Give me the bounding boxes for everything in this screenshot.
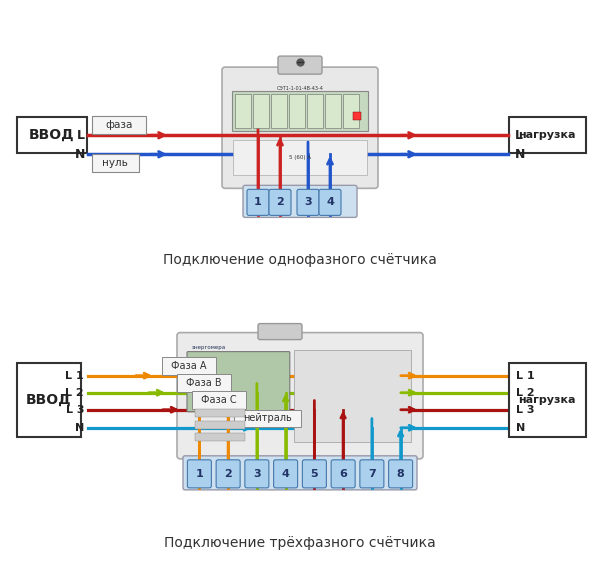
Text: 8: 8 bbox=[397, 469, 404, 479]
Text: ВВОД: ВВОД bbox=[26, 393, 72, 407]
Text: нагрузка: нагрузка bbox=[518, 395, 576, 404]
Text: фаза: фаза bbox=[106, 120, 133, 130]
Bar bbox=[233, 140, 367, 175]
Text: 2: 2 bbox=[224, 469, 232, 479]
FancyBboxPatch shape bbox=[302, 460, 326, 488]
Text: N: N bbox=[75, 423, 84, 433]
FancyBboxPatch shape bbox=[192, 390, 246, 409]
Bar bbox=[195, 433, 245, 441]
FancyBboxPatch shape bbox=[92, 116, 146, 134]
Bar bbox=[253, 94, 269, 128]
FancyBboxPatch shape bbox=[234, 410, 301, 427]
FancyBboxPatch shape bbox=[360, 460, 384, 488]
FancyBboxPatch shape bbox=[294, 350, 412, 442]
Text: нагрузка: нагрузка bbox=[518, 130, 576, 140]
FancyBboxPatch shape bbox=[222, 67, 378, 188]
Text: Подключение однофазного счётчика: Подключение однофазного счётчика bbox=[163, 254, 437, 268]
FancyBboxPatch shape bbox=[187, 352, 290, 412]
Bar bbox=[307, 94, 323, 128]
FancyBboxPatch shape bbox=[243, 185, 357, 218]
FancyBboxPatch shape bbox=[92, 154, 139, 172]
FancyBboxPatch shape bbox=[509, 117, 586, 153]
Text: 6: 6 bbox=[339, 469, 347, 479]
FancyBboxPatch shape bbox=[177, 374, 231, 392]
Text: L: L bbox=[77, 128, 85, 142]
FancyBboxPatch shape bbox=[232, 91, 368, 131]
Text: СЭТ1-1-01-4В-43-4: СЭТ1-1-01-4В-43-4 bbox=[277, 86, 323, 91]
Text: N: N bbox=[515, 148, 526, 161]
FancyBboxPatch shape bbox=[216, 460, 240, 488]
Text: N: N bbox=[516, 423, 525, 433]
Text: 2: 2 bbox=[276, 197, 284, 208]
FancyBboxPatch shape bbox=[389, 460, 413, 488]
Text: Подключение трёхфазного счётчика: Подключение трёхфазного счётчика bbox=[164, 536, 436, 550]
Bar bbox=[195, 421, 245, 429]
Text: Фаза В: Фаза В bbox=[186, 378, 222, 388]
FancyBboxPatch shape bbox=[297, 190, 319, 215]
Text: нейтраль: нейтраль bbox=[242, 413, 292, 423]
FancyBboxPatch shape bbox=[162, 357, 216, 375]
Text: 3: 3 bbox=[304, 197, 312, 208]
Text: энергомера: энергомера bbox=[192, 345, 226, 350]
Bar bbox=[235, 94, 251, 128]
FancyBboxPatch shape bbox=[319, 190, 341, 215]
Text: Фаза А: Фаза А bbox=[171, 361, 207, 371]
Bar bbox=[289, 94, 305, 128]
Bar bbox=[325, 94, 341, 128]
FancyBboxPatch shape bbox=[278, 56, 322, 74]
Text: 1: 1 bbox=[196, 469, 203, 479]
FancyBboxPatch shape bbox=[331, 460, 355, 488]
FancyBboxPatch shape bbox=[258, 324, 302, 339]
Text: 1: 1 bbox=[254, 197, 262, 208]
Text: нуль: нуль bbox=[102, 158, 128, 168]
FancyBboxPatch shape bbox=[183, 456, 417, 490]
Text: L 2: L 2 bbox=[516, 388, 535, 398]
Text: L 3: L 3 bbox=[516, 404, 535, 415]
FancyBboxPatch shape bbox=[17, 117, 87, 153]
Text: 4: 4 bbox=[281, 469, 290, 479]
Text: N: N bbox=[74, 148, 85, 161]
Text: ВВОД: ВВОД bbox=[29, 128, 75, 142]
Bar bbox=[343, 94, 359, 128]
Text: 5 (60) А: 5 (60) А bbox=[289, 155, 311, 160]
Text: 7: 7 bbox=[368, 469, 376, 479]
Text: L 1: L 1 bbox=[65, 371, 84, 381]
Text: 5: 5 bbox=[311, 469, 318, 479]
FancyBboxPatch shape bbox=[17, 362, 81, 437]
FancyBboxPatch shape bbox=[509, 362, 586, 437]
FancyBboxPatch shape bbox=[177, 333, 423, 459]
Text: L 2: L 2 bbox=[65, 388, 84, 398]
Bar bbox=[195, 409, 245, 417]
Text: 4: 4 bbox=[326, 197, 334, 208]
FancyBboxPatch shape bbox=[187, 460, 211, 488]
Text: L: L bbox=[515, 128, 523, 142]
Bar bbox=[353, 112, 361, 120]
Text: Фаза С: Фаза С bbox=[201, 395, 237, 404]
FancyBboxPatch shape bbox=[247, 190, 269, 215]
Text: L 3: L 3 bbox=[65, 404, 84, 415]
FancyBboxPatch shape bbox=[274, 460, 298, 488]
Text: L 1: L 1 bbox=[516, 371, 535, 381]
Bar bbox=[271, 94, 287, 128]
Text: 3: 3 bbox=[253, 469, 260, 479]
FancyBboxPatch shape bbox=[269, 190, 291, 215]
FancyBboxPatch shape bbox=[245, 460, 269, 488]
